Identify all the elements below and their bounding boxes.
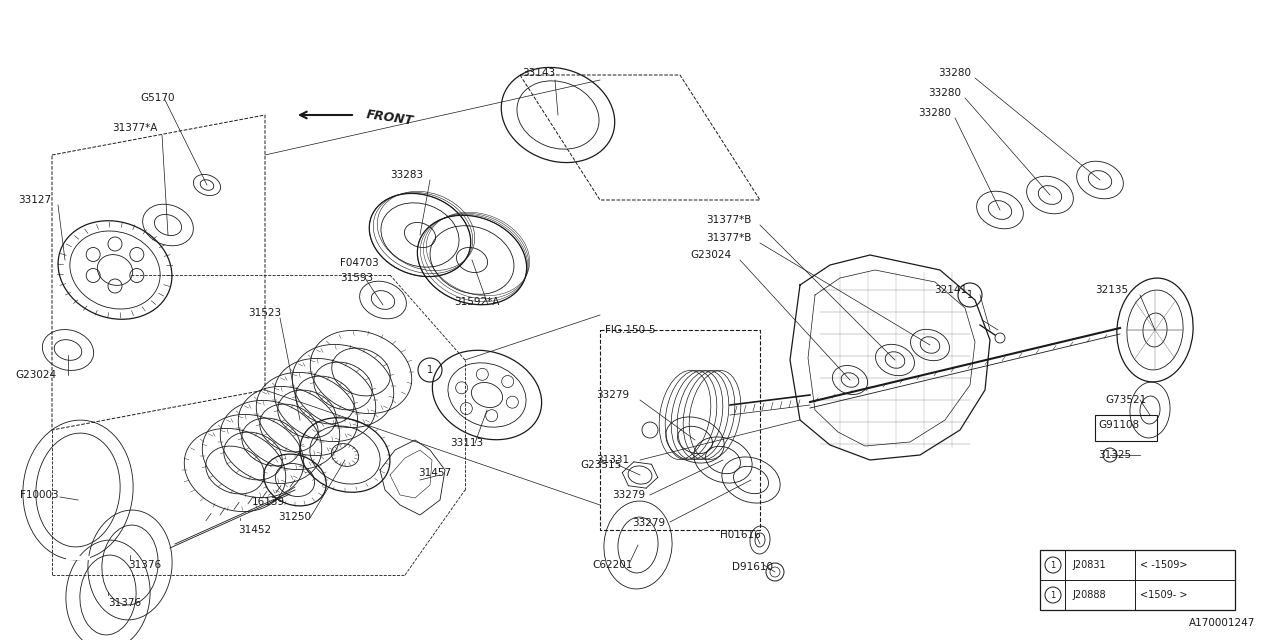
Text: 31457: 31457 [419, 468, 451, 478]
Text: 33280: 33280 [938, 68, 972, 78]
Text: F04703: F04703 [340, 258, 379, 268]
Text: < -1509>: < -1509> [1140, 560, 1188, 570]
Text: FRONT: FRONT [365, 108, 415, 127]
Text: <1509- >: <1509- > [1140, 590, 1188, 600]
Text: 31377*B: 31377*B [707, 215, 751, 225]
Text: H01616: H01616 [719, 530, 760, 540]
Text: 31250: 31250 [278, 512, 311, 522]
Text: 31452: 31452 [238, 525, 271, 535]
Text: 33280: 33280 [928, 88, 961, 98]
Text: 31593: 31593 [340, 273, 374, 283]
Text: 33279: 33279 [632, 518, 666, 528]
Text: 33127: 33127 [18, 195, 51, 205]
Text: G5170: G5170 [140, 93, 174, 103]
Text: 33279: 33279 [612, 490, 645, 500]
Text: J20888: J20888 [1073, 590, 1106, 600]
Text: 33279: 33279 [596, 390, 630, 400]
Text: 31592*A: 31592*A [454, 297, 499, 307]
Text: 1: 1 [1051, 591, 1056, 600]
Text: A170001247: A170001247 [1189, 618, 1254, 628]
Text: 31331: 31331 [596, 455, 630, 465]
Text: 31376: 31376 [108, 598, 141, 608]
Text: 33143: 33143 [522, 68, 556, 78]
Text: 1: 1 [1051, 561, 1056, 570]
Text: F10003: F10003 [20, 490, 59, 500]
Text: 33113: 33113 [451, 438, 483, 448]
Text: 31377*B: 31377*B [707, 233, 751, 243]
Text: D91610: D91610 [732, 562, 773, 572]
Text: G23024: G23024 [690, 250, 731, 260]
Text: FIG.150-5: FIG.150-5 [605, 325, 655, 335]
Text: C62201: C62201 [591, 560, 632, 570]
Text: G91108: G91108 [1098, 420, 1139, 430]
Text: G23024: G23024 [15, 370, 56, 380]
Text: 31376: 31376 [128, 560, 161, 570]
Text: 33283: 33283 [390, 170, 424, 180]
Text: 16139: 16139 [252, 497, 285, 507]
Text: 31377*A: 31377*A [113, 123, 157, 133]
Text: 32141: 32141 [934, 285, 968, 295]
Bar [1039, 550, 1235, 610]
Text: 32135: 32135 [1094, 285, 1128, 295]
Text: G23515: G23515 [580, 460, 621, 470]
Text: 1: 1 [428, 365, 433, 375]
Text: J20831: J20831 [1073, 560, 1106, 570]
Text: 1: 1 [966, 290, 973, 300]
Bar [1094, 415, 1157, 441]
Text: 31523: 31523 [248, 308, 282, 318]
Text: G73521: G73521 [1105, 395, 1147, 405]
Text: 33280: 33280 [918, 108, 951, 118]
Text: 31325: 31325 [1098, 450, 1132, 460]
